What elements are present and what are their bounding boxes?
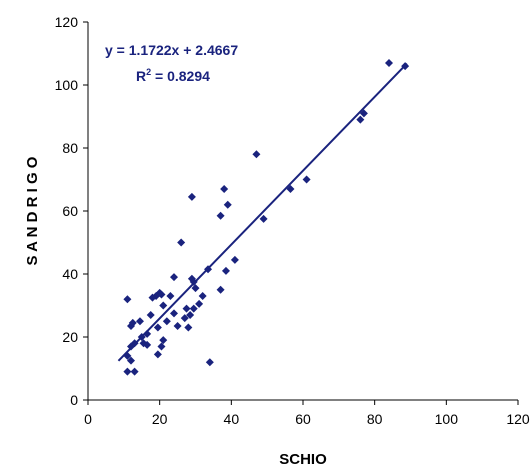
plot-area — [88, 22, 518, 400]
data-point — [198, 292, 207, 301]
data-point — [195, 299, 204, 308]
data-point — [204, 265, 213, 274]
data-point — [177, 238, 186, 247]
data-point — [135, 317, 144, 326]
data-point — [170, 309, 178, 318]
x-tick-label: 80 — [367, 411, 383, 427]
data-point — [187, 192, 196, 201]
x-tick-label: 0 — [84, 411, 92, 427]
data-point — [130, 367, 139, 376]
data-point — [173, 321, 182, 330]
data-point — [127, 342, 135, 351]
x-tick-label: 100 — [435, 411, 459, 427]
data-point — [184, 323, 193, 332]
trendline-group — [117, 62, 408, 362]
data-point — [127, 356, 135, 365]
data-point — [139, 339, 148, 348]
axes — [83, 21, 519, 405]
y-tick-label: 100 — [55, 77, 79, 93]
data-point — [216, 211, 225, 220]
trendline — [117, 62, 408, 362]
tick-labels: 0 20 40 60 80 100 120 0 20 40 60 80 100 120 — [55, 14, 530, 427]
data-point — [401, 62, 410, 71]
data-point — [385, 58, 393, 67]
data-point — [137, 333, 146, 341]
regression-equation: y = 1.1722x + 2.4667 — [105, 42, 238, 58]
data-point — [216, 285, 225, 294]
y-tick-label: 80 — [62, 140, 78, 156]
data-point — [182, 304, 191, 313]
data-point — [223, 200, 232, 209]
data-point — [187, 274, 196, 283]
y-tick-label: 0 — [70, 392, 78, 408]
x-tick-label: 60 — [295, 411, 311, 427]
data-point — [186, 310, 195, 319]
data-point — [153, 350, 162, 359]
data-point — [259, 214, 268, 223]
data-point — [146, 310, 155, 319]
data-point — [166, 292, 175, 301]
data-point — [123, 295, 132, 304]
data-point — [356, 115, 365, 124]
data-point — [123, 367, 132, 376]
r-squared-superscript: 2 — [146, 67, 151, 77]
data-point — [230, 255, 239, 264]
data-point — [205, 358, 214, 367]
y-tick-label: 60 — [62, 203, 78, 219]
x-tick-label: 20 — [152, 411, 168, 427]
data-point — [221, 266, 230, 275]
data-points — [123, 58, 410, 376]
data-point — [123, 351, 132, 360]
y-tick-label: 20 — [62, 329, 78, 345]
data-point — [170, 273, 178, 282]
y-tick-label: 120 — [55, 14, 79, 30]
y-tick-label: 40 — [62, 266, 78, 282]
data-point — [159, 336, 168, 345]
r-squared-symbol: R — [136, 68, 146, 84]
data-point — [220, 184, 229, 193]
y-axis-title: S A N D R I G O — [24, 156, 41, 265]
data-point — [180, 314, 189, 323]
data-point — [302, 175, 311, 184]
data-point — [148, 293, 157, 302]
data-point — [359, 109, 368, 118]
data-point — [153, 323, 162, 332]
x-tick-label: 120 — [506, 411, 530, 427]
x-axis-title: SCHIO — [279, 451, 327, 468]
r-squared-value: = 0.8294 — [151, 68, 210, 84]
data-point — [191, 284, 200, 293]
data-point — [128, 318, 137, 327]
data-point — [189, 304, 198, 313]
data-point — [159, 301, 168, 310]
data-point — [143, 329, 152, 338]
data-point — [286, 184, 295, 193]
data-point — [162, 317, 171, 326]
data-point — [252, 150, 261, 159]
x-tick-label: 40 — [224, 411, 240, 427]
data-point — [157, 342, 166, 351]
r-squared-label: R2 = 0.8294 — [136, 67, 210, 84]
